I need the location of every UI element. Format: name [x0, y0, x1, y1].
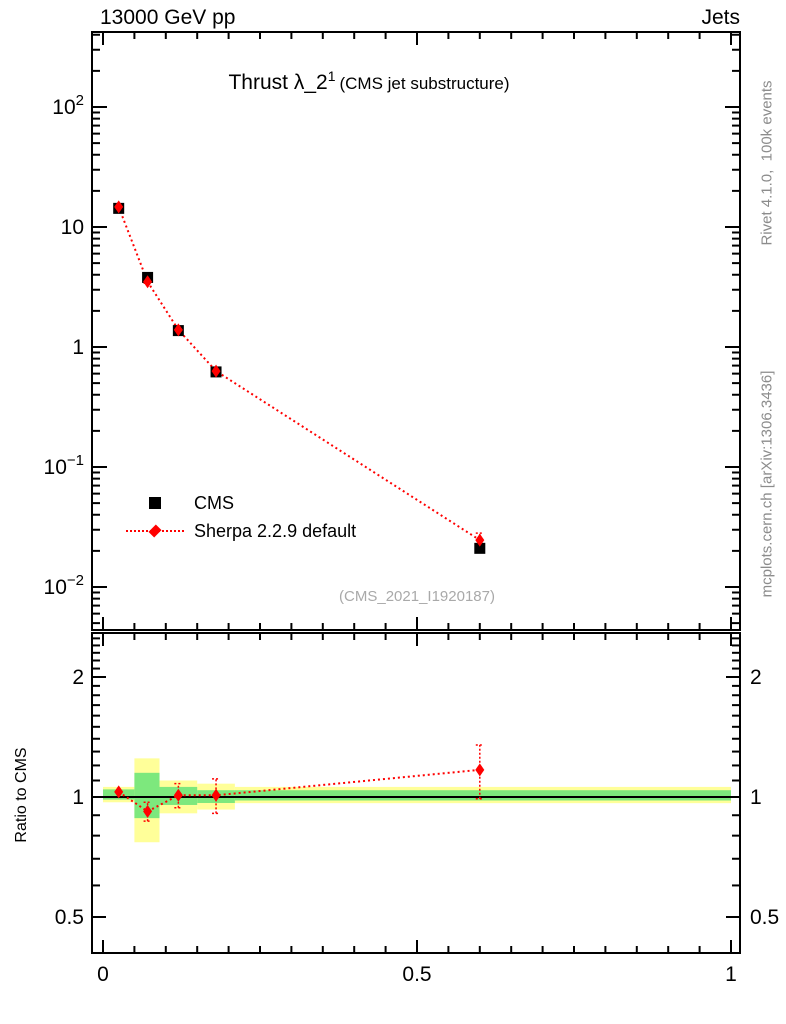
sherpa-data-marker — [114, 785, 124, 799]
x-axis-label: 1 — [725, 963, 737, 986]
sherpa-data-marker — [143, 275, 153, 289]
plot-title: Thrust λ_21 (CMS jet substructure) — [228, 68, 509, 95]
uncertainty-bands — [103, 758, 731, 843]
x-axis-label: 0.5 — [402, 963, 431, 986]
ratio-axis-label: Ratio to CMS — [13, 747, 30, 843]
ratio-panel-series — [114, 744, 485, 822]
main-y-label: 10−1 — [44, 452, 84, 479]
ratio-y-label-left: 0.5 — [55, 906, 84, 929]
plot-title-suffix: (CMS jet substructure) — [339, 74, 510, 93]
sherpa-data-marker — [173, 788, 183, 802]
ratio-y-label-right: 2 — [750, 666, 762, 689]
cms-square-marker-icon — [124, 496, 186, 510]
beam-energy-label: 13000 GeV pp — [100, 6, 236, 29]
legend-label-cms: CMS — [194, 492, 234, 513]
cms-data-marker — [474, 542, 486, 554]
axis-ticks — [92, 32, 740, 953]
watermark: (CMS_2021_I1920187) — [339, 588, 495, 605]
ratio-y-label-left: 2 — [72, 666, 84, 689]
analysis-type-label: Jets — [701, 6, 740, 29]
sherpa-data-marker — [173, 323, 183, 337]
main-y-label: 102 — [52, 92, 84, 119]
legend-item-sherpa: Sherpa 2.2.9 default — [124, 517, 356, 545]
sherpa-data-marker — [475, 533, 485, 547]
main-panel-series — [113, 200, 486, 554]
sherpa-dotted-line-marker-icon — [124, 524, 186, 538]
main-y-label: 10−2 — [44, 572, 84, 599]
mcplots-reference-note: mcplots.cern.ch [arXiv:1306.3436] — [758, 370, 776, 598]
legend: CMS Sherpa 2.2.9 default — [124, 489, 356, 545]
ratio-y-label-right: 0.5 — [750, 906, 779, 929]
sherpa-data-marker — [211, 364, 221, 378]
plot-title-superscript: 1 — [327, 68, 336, 84]
x-axis-label: 0 — [97, 963, 109, 986]
plot-title-main: Thrust λ_2 — [228, 71, 328, 94]
ratio-dotted-line — [118, 768, 480, 813]
ratio-y-label-right: 1 — [750, 786, 762, 809]
sherpa-data-marker — [211, 788, 221, 802]
main-y-label: 10 — [61, 216, 84, 239]
sherpa-data-marker — [114, 200, 124, 214]
ratio-y-label-left: 1 — [72, 786, 84, 809]
main-y-label: 1 — [72, 336, 84, 359]
band-green-bin5 — [234, 790, 731, 801]
rivet-version-note: Rivet 4.1.0, 100k events — [758, 80, 776, 246]
sherpa-data-marker — [475, 763, 485, 777]
legend-label-sherpa: Sherpa 2.2.9 default — [194, 520, 357, 541]
sherpa-data-marker — [143, 804, 153, 818]
legend-item-cms: CMS — [124, 489, 356, 517]
